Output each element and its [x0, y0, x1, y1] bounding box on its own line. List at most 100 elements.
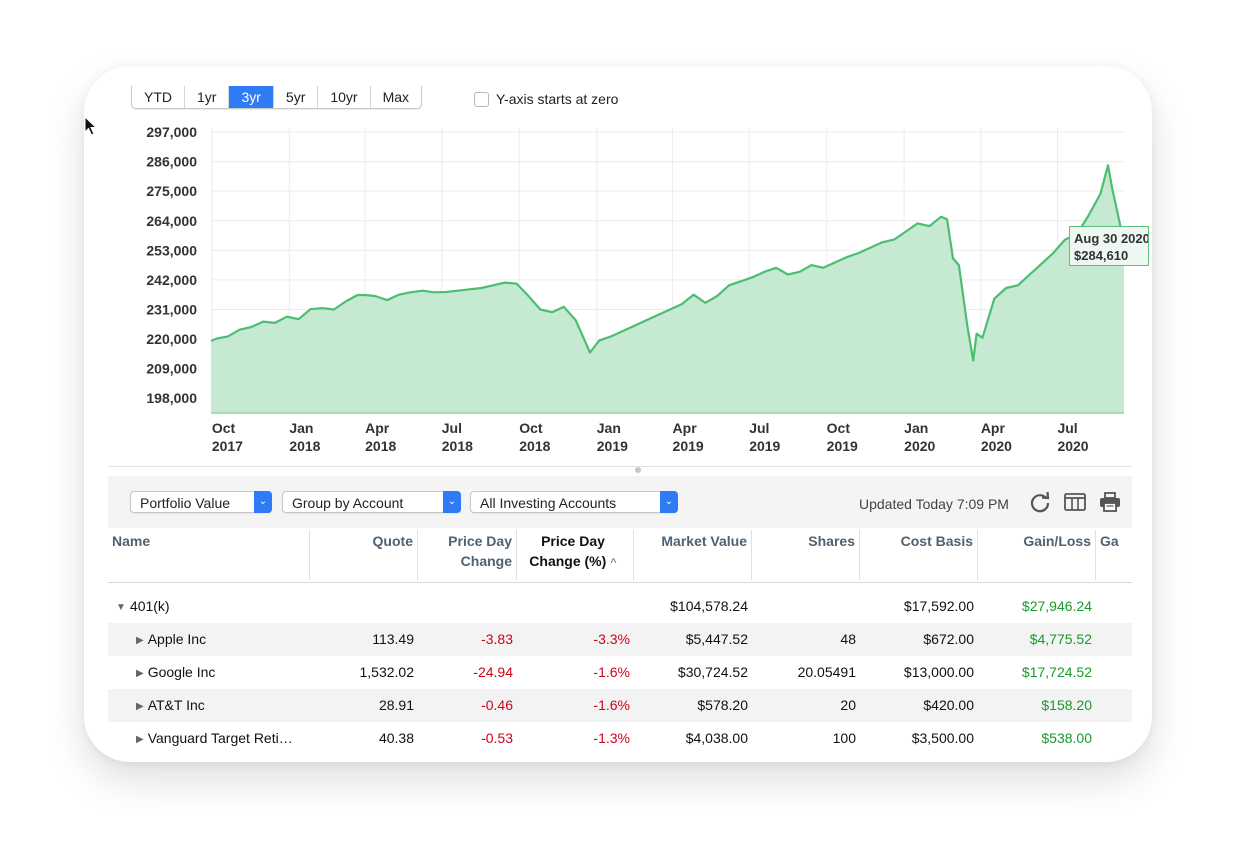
- x-tick-month: Jan: [904, 420, 928, 436]
- chg-cell: -0.46: [481, 697, 513, 713]
- print-icon[interactable]: [1098, 490, 1122, 514]
- chg-cell: [418, 590, 517, 623]
- chg-cell: -24.94: [473, 664, 513, 680]
- chart-svg[interactable]: 297,000 286,000 275,000 264,000 253,000 242,0…: [84, 116, 1152, 466]
- chg-pct-cell: -1.3%: [593, 730, 630, 746]
- chevron-down-icon: ⌄: [443, 491, 461, 513]
- x-tick-year: 2019: [597, 438, 628, 454]
- y-tick-label: 198,000: [146, 390, 197, 406]
- y-tick-label: 231,000: [146, 301, 197, 317]
- range-button-max[interactable]: Max: [382, 89, 410, 105]
- x-tick-month: Jan: [597, 420, 621, 436]
- accounts-popup[interactable]: All Investing Accounts ⌄: [470, 491, 678, 513]
- holding-name: Vanguard Target Reti…: [147, 730, 293, 746]
- column-header-ga[interactable]: Ga: [1096, 530, 1132, 580]
- refresh-icon[interactable]: [1028, 490, 1052, 514]
- column-header-line: Price Day: [448, 533, 512, 549]
- x-tick-month: Oct: [827, 420, 851, 436]
- column-header-price-day-change[interactable]: Price Day Change (%) ^: [517, 530, 634, 580]
- name-cell: ▶ Apple Inc: [136, 623, 308, 656]
- column-header-cost-basis[interactable]: Cost Basis: [860, 530, 978, 580]
- series-area: [211, 165, 1124, 413]
- tooltip-value: $284,610: [1074, 248, 1129, 263]
- holding-name: Apple Inc: [147, 631, 207, 647]
- name-cell: ▶ Google Inc: [136, 656, 308, 689]
- quote-cell: 1,532.02: [359, 664, 415, 680]
- x-tick-year: 2018: [519, 438, 550, 454]
- holding-name: 401(k): [129, 598, 170, 614]
- column-header-line: Shares: [808, 533, 855, 549]
- x-tick-year: 2019: [673, 438, 704, 454]
- gain-cell: $4,775.52: [1029, 631, 1092, 647]
- market-cell: $578.20: [697, 697, 748, 713]
- table-row[interactable]: ▶ Apple Inc 113.49 -3.83 -3.3% $5,447.52 48 $67…: [108, 623, 1132, 656]
- shares-cell: 20.05491: [797, 664, 856, 680]
- disclosure-collapsed-icon[interactable]: ▶: [136, 668, 144, 679]
- x-tick-year: 2019: [827, 438, 858, 454]
- name-cell: ▶ Vanguard Target Reti…: [136, 722, 308, 755]
- column-header-shares[interactable]: Shares: [752, 530, 860, 580]
- splitter-handle-icon[interactable]: [635, 467, 641, 473]
- range-button-3yr[interactable]: 3yr: [229, 86, 274, 108]
- column-header-line: Quote: [372, 533, 413, 549]
- column-header-name[interactable]: Name: [108, 530, 310, 580]
- market-cell: $30,724.52: [677, 664, 748, 680]
- table-row[interactable]: ▶ Google Inc 1,532.02 -24.94 -1.6% $30,724.52…: [108, 656, 1132, 689]
- holding-name: AT&T Inc: [147, 697, 205, 713]
- quote-cell: 113.49: [372, 631, 414, 647]
- x-tick-month: Apr: [673, 420, 698, 436]
- range-button-10yr[interactable]: 10yr: [318, 86, 371, 108]
- column-header-market-value[interactable]: Market Value: [634, 530, 752, 580]
- range-button-5yr[interactable]: 5yr: [274, 86, 319, 108]
- group-popup-label: Group by Account: [292, 495, 404, 511]
- y-tick-label: 253,000: [146, 242, 197, 258]
- pane-splitter[interactable]: [108, 466, 1132, 467]
- checkbox-box[interactable]: [474, 91, 489, 107]
- quote-cell: [310, 590, 418, 623]
- sort-ascending-icon: ^: [610, 557, 617, 569]
- metric-popup[interactable]: Portfolio Value ⌄: [130, 491, 272, 513]
- market-cell: $5,447.52: [685, 631, 748, 647]
- column-header-gain-loss[interactable]: Gain/Loss: [978, 530, 1096, 580]
- x-tick-year: 2019: [749, 438, 780, 454]
- x-tick-month: Jul: [1057, 420, 1077, 436]
- chg-pct-cell: [517, 590, 634, 623]
- gain-cell: $538.00: [1041, 730, 1092, 746]
- table-row[interactable]: ▶ AT&T Inc 28.91 -0.46 -1.6% $578.20 20 $420.00…: [108, 689, 1132, 722]
- x-tick-year: 2020: [1057, 438, 1088, 454]
- gain-cell: $17,724.52: [1021, 664, 1092, 680]
- disclosure-collapsed-icon[interactable]: ▶: [136, 734, 144, 745]
- y-tick-label: 242,000: [146, 272, 197, 288]
- x-tick-year: 2018: [442, 438, 473, 454]
- column-header-line: Ga: [1100, 533, 1119, 549]
- range-button-ytd[interactable]: YTD: [132, 86, 185, 108]
- column-header-quote[interactable]: Quote: [310, 530, 418, 580]
- column-header-line: Name: [112, 533, 151, 549]
- column-header-line: Gain/Loss: [1023, 533, 1091, 549]
- column-header-price-day-change[interactable]: Price Day Change: [418, 530, 517, 580]
- disclosure-expanded-icon[interactable]: ▼: [116, 602, 126, 613]
- columns-icon[interactable]: [1063, 490, 1087, 514]
- cost-cell: $420.00: [923, 697, 974, 713]
- range-button-1yr[interactable]: 1yr: [185, 86, 230, 108]
- group-popup[interactable]: Group by Account ⌄: [282, 491, 461, 513]
- x-tick-month: Jul: [442, 420, 462, 436]
- disclosure-collapsed-icon[interactable]: ▶: [136, 701, 144, 712]
- y-tick-label: 275,000: [146, 183, 197, 199]
- disclosure-collapsed-icon[interactable]: ▶: [136, 635, 144, 646]
- holding-name: Google Inc: [147, 664, 216, 680]
- account-row[interactable]: ▼ 401(k) $104,578.24 $17,592.00 $27,946.24: [108, 590, 1132, 623]
- y-tick-label: 297,000: [146, 124, 197, 140]
- updated-status: Updated Today 7:09 PM: [859, 496, 1009, 512]
- x-tick-month: Oct: [519, 420, 543, 436]
- chg-cell: -3.83: [481, 631, 513, 647]
- table-row[interactable]: ▶ Vanguard Target Reti… 40.38 -0.53 -1.3% $4,…: [108, 722, 1132, 755]
- chevron-down-icon: ⌄: [660, 491, 678, 513]
- y-axis-zero-checkbox[interactable]: Y-axis starts at zero: [474, 91, 618, 107]
- x-tick-month: Jul: [749, 420, 769, 436]
- portfolio-chart[interactable]: 297,000 286,000 275,000 264,000 253,000 242,0…: [84, 116, 1152, 466]
- x-tick-month: Apr: [981, 420, 1006, 436]
- x-tick-month: Apr: [365, 420, 390, 436]
- x-tick-month: Jan: [289, 420, 313, 436]
- time-range-segmented-control: YTD 1yr 3yr 5yr 10yr Max: [131, 86, 423, 109]
